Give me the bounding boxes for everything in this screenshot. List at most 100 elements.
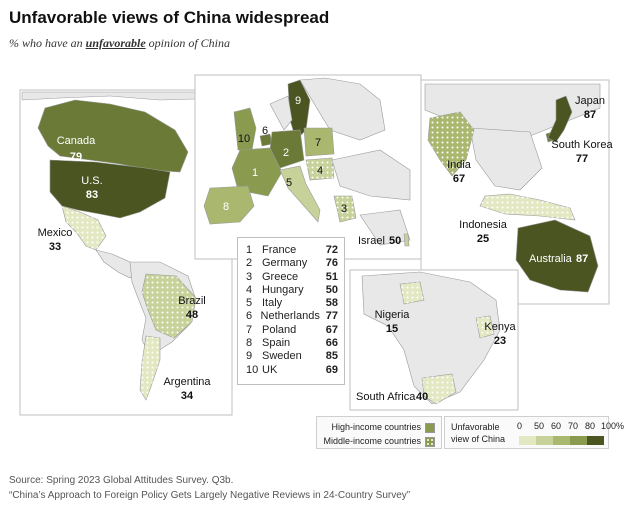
scale-swatch [553, 436, 570, 445]
finland-russia-shape [299, 77, 386, 141]
list-number: 1 [246, 244, 253, 256]
scale-swatch [536, 436, 553, 445]
label-kenya-value: 23 [494, 335, 506, 347]
list-country: UK [262, 363, 278, 376]
europe-list-row: 8 Spain 66 [246, 337, 338, 350]
list-number: 2 [246, 257, 253, 270]
israel-shape [403, 233, 410, 247]
label-south-africa-value: 40 [416, 391, 428, 403]
label-mexico-value: 33 [49, 241, 61, 253]
asia-panel [420, 79, 610, 305]
europe-number-9: 9 [295, 95, 301, 107]
list-number: 3 [246, 270, 253, 283]
label-japan-name: Japan [575, 95, 605, 107]
list-country: Netherlands [260, 310, 320, 323]
label-australia-value: 87 [576, 253, 588, 265]
spain-shape [203, 185, 255, 225]
label-mexico-name: Mexico [38, 227, 73, 239]
legend-middle-income: Middle-income countries [323, 435, 435, 447]
label-israel-value: 50 [389, 235, 401, 247]
germany-shape [269, 129, 305, 169]
europe-list-row: 1 France 72 [246, 244, 338, 257]
list-number: 10 [246, 363, 259, 376]
japan-shape [547, 95, 573, 143]
income-legend: High-income countries Middle-income coun… [316, 416, 442, 449]
list-number: 5 [246, 297, 253, 310]
label-argentina-name: Argentina [163, 376, 211, 388]
list-country: Italy [262, 297, 283, 310]
list-country: Poland [262, 323, 297, 336]
scale-swatch [570, 436, 587, 445]
list-country: Germany [262, 257, 308, 270]
africa-middle-income-dots [400, 282, 494, 404]
list-number: 8 [246, 337, 253, 350]
list-country: Greece [262, 270, 299, 283]
legend-middle-income-label: Middle-income countries [323, 436, 421, 446]
list-country: Hungary [262, 283, 304, 296]
europe-number-4: 4 [317, 165, 323, 177]
scale-tick-label: 0 [517, 421, 523, 431]
europe-number-2: 2 [283, 147, 289, 159]
europe-number-10: 10 [238, 133, 250, 145]
label-south-korea-value: 77 [576, 153, 588, 165]
eastern-europe-shape [331, 149, 411, 201]
list-value: 85 [325, 350, 338, 363]
label-brazil-value: 48 [186, 309, 198, 321]
list-value: 69 [325, 363, 338, 376]
list-country: France [262, 244, 297, 256]
poland-shape [303, 127, 335, 157]
europe-number-6: 6 [262, 125, 268, 137]
us-shape [49, 159, 171, 219]
africa-other-shape [361, 271, 501, 405]
label-us-name: U.S. [81, 175, 102, 187]
middle-income-swatch [425, 436, 435, 447]
list-number: 6 [246, 310, 253, 323]
americas-middle-income-dots [62, 206, 196, 400]
china-shape [469, 127, 543, 191]
europe-number-1: 1 [252, 167, 258, 179]
label-indonesia-value: 25 [477, 233, 489, 245]
label-kenya-name: Kenya [484, 321, 516, 333]
europe-panel [194, 74, 422, 260]
subtitle-suffix: opinion of China [145, 36, 230, 50]
europe-number-3: 3 [341, 203, 347, 215]
subtitle-emphasis: unfavorable [85, 36, 146, 50]
scale-tick-label: 70 [568, 421, 579, 431]
map-labels: Canada 79 U.S. 83 Mexico 33 Brazil 48 Ar… [38, 95, 614, 403]
list-value: 50 [325, 283, 338, 296]
subtitle-prefix: % who have an [9, 36, 86, 50]
label-israel-name: Israel [358, 235, 385, 247]
europe-number-7: 7 [315, 137, 321, 149]
list-value: 76 [325, 257, 338, 270]
europe-country-list: 1 France 72 2 Germany 76 3 Greece 51 4 Hungary 50 5 I… [237, 237, 345, 385]
chart-title: Unfavorable views of China widespread [9, 8, 330, 27]
label-brazil-name: Brazil [178, 295, 206, 307]
europe-list-row: 6 Netherlands 77 [246, 310, 338, 323]
europe-number-labels: 1 2 3 4 5 6 7 8 9 10 [223, 95, 347, 215]
list-number: 7 [246, 323, 253, 336]
legend-high-income: High-income countries [331, 421, 435, 433]
scale-title-line2: view of China [451, 434, 506, 444]
europe-list-row: 10 UK 69 [246, 364, 338, 377]
list-value: 51 [325, 270, 338, 283]
turkey-shape [359, 209, 411, 246]
europe-number-5: 5 [286, 177, 292, 189]
scale-tick-label: 80 [585, 421, 596, 431]
europe-list-row: 4 Hungary 50 [246, 284, 338, 297]
scale-title-line1: Unfavorable [451, 422, 500, 432]
europe-middle-income-dots [306, 158, 356, 222]
europe-list-row: 2 Germany 76 [246, 257, 338, 270]
europe-list-row: 9 Sweden 85 [246, 350, 338, 363]
scale-bar [519, 436, 604, 445]
list-value: 72 [325, 244, 338, 256]
label-indonesia-name: Indonesia [459, 219, 508, 231]
europe-list-row: 3 Greece 51 [246, 271, 338, 284]
label-australia-name: Australia [529, 253, 573, 265]
list-value: 77 [325, 310, 338, 323]
scale-ticks: 0 50 60 70 80 100% [517, 421, 624, 433]
chart-subtitle: % who have an unfavorable opinion of Chi… [9, 36, 230, 51]
scale-tick-label: 50 [534, 421, 545, 431]
australia-shape [515, 219, 599, 293]
scale-legend-title: Unfavorable view of China [451, 421, 505, 445]
europe-number-8: 8 [223, 201, 229, 213]
